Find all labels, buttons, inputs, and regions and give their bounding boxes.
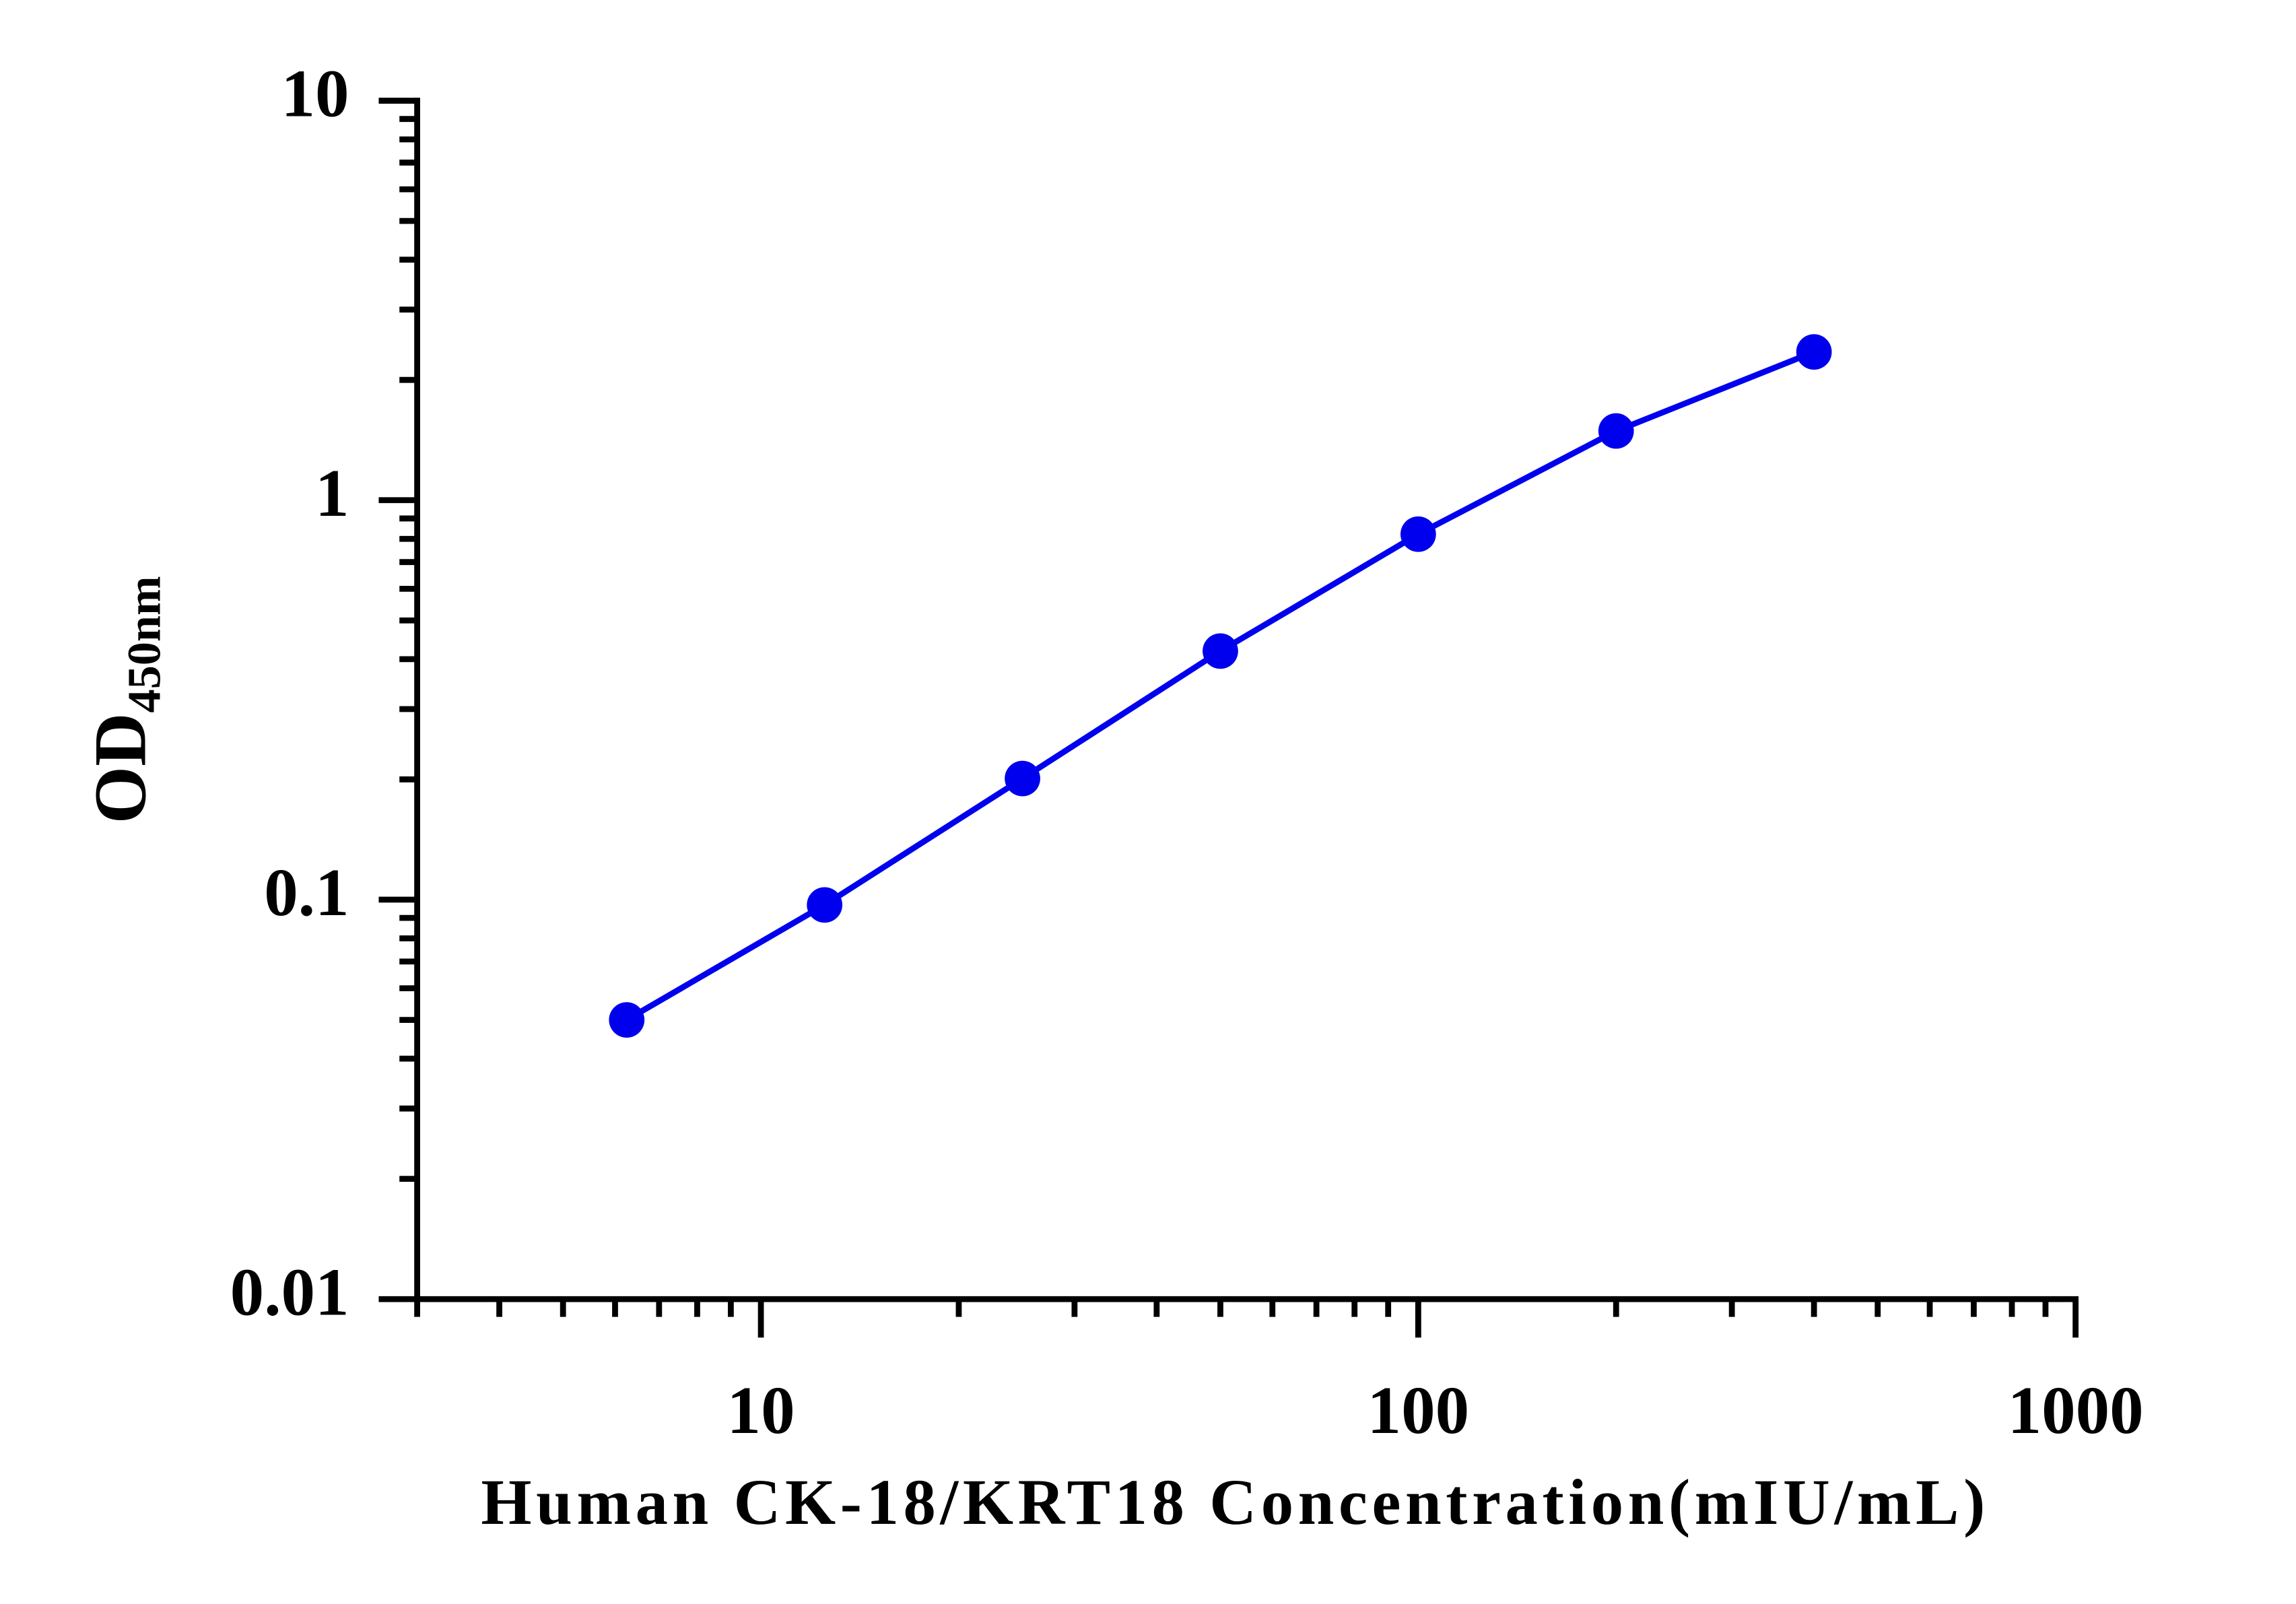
y-axis-label-main: OD [79,713,161,824]
data-point [1400,516,1436,552]
y-axis-label: OD450nm [79,576,170,824]
y-tick-label: 0.1 [264,855,349,930]
x-axis-label: Human CK-18/KRT18 Concentration(mIU/mL) [481,1466,1989,1538]
x-tick-label: 10 [727,1372,795,1448]
y-tick-label: 10 [281,56,349,131]
x-tick-label: 100 [1368,1372,1470,1448]
data-point [609,1002,645,1038]
data-point [1203,633,1238,669]
data-point [1796,334,1832,370]
y-tick-label: 0.01 [230,1254,349,1329]
data-point [807,887,843,923]
y-axis-label-subscript: 450nm [118,576,170,712]
data-line [625,349,1815,1023]
data-point [1005,760,1040,797]
x-tick-label: 1000 [2008,1372,2144,1448]
y-tick-label: 1 [315,455,349,531]
data-point [1598,413,1634,449]
